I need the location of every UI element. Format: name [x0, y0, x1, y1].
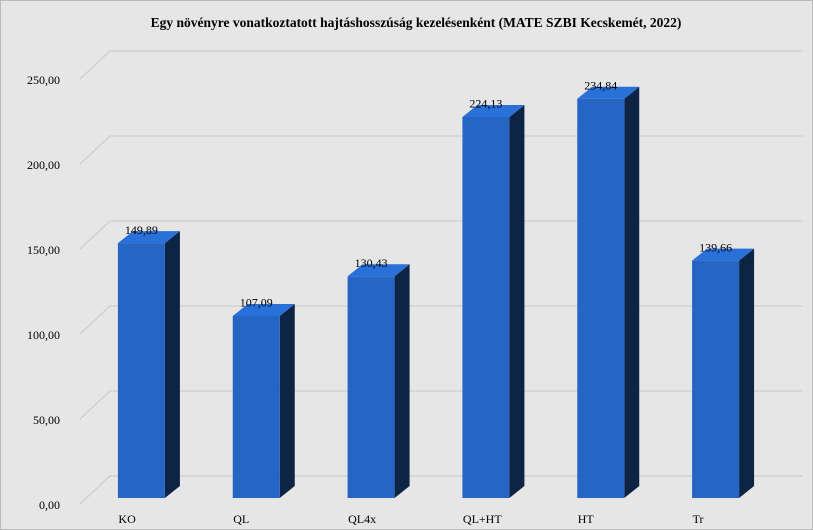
bar [117, 231, 180, 498]
data-label: 149,89 [125, 223, 158, 237]
bar-top [462, 104, 525, 117]
bar [577, 86, 640, 498]
bar-side [509, 104, 525, 498]
bar-front [232, 315, 280, 498]
bar-side [739, 248, 755, 498]
bar [232, 303, 295, 498]
x-tick-label: HT [578, 512, 595, 526]
x-tick-label: Tr [693, 512, 704, 526]
bar-top [577, 86, 640, 99]
y-tick-label: 200,00 [27, 158, 60, 172]
bar-side [394, 264, 410, 498]
bar-top [232, 303, 295, 316]
x-tick-label: QL [233, 512, 249, 526]
bar-front [462, 116, 510, 498]
bar-side [279, 303, 295, 498]
data-label: 139,66 [699, 240, 732, 254]
bar [347, 264, 410, 498]
data-label: 130,43 [355, 256, 388, 270]
bar-front [692, 260, 740, 498]
bar-front [577, 98, 625, 498]
bar-front [347, 276, 395, 498]
bar-top [347, 264, 410, 277]
data-label: 107,09 [240, 296, 273, 310]
grid-line [79, 50, 803, 80]
grid-line [79, 475, 803, 505]
data-label: 224,13 [469, 97, 502, 111]
x-tick-label: QL+HT [463, 512, 502, 526]
y-tick-label: 150,00 [27, 243, 60, 257]
bar-top [692, 248, 755, 261]
y-tick-label: 100,00 [27, 328, 60, 342]
y-tick-label: 250,00 [27, 73, 60, 87]
x-tick-label: QL4x [348, 512, 376, 526]
grid-line [79, 390, 803, 420]
grid-line [79, 305, 803, 335]
y-tick-label: 0,00 [39, 498, 60, 512]
chart-title: Egy növényre vonatkoztatott hajtáshosszú… [151, 15, 682, 30]
bar-side [164, 231, 180, 498]
bar [692, 248, 755, 498]
y-tick-label: 50,00 [33, 413, 60, 427]
bar-top [117, 231, 180, 244]
bar-side [624, 86, 640, 498]
grid-line [79, 135, 803, 165]
bar [462, 104, 525, 498]
data-label: 234,84 [584, 79, 617, 93]
bar-front [117, 243, 165, 498]
grid-line [79, 220, 803, 250]
x-tick-label: KO [118, 512, 136, 526]
